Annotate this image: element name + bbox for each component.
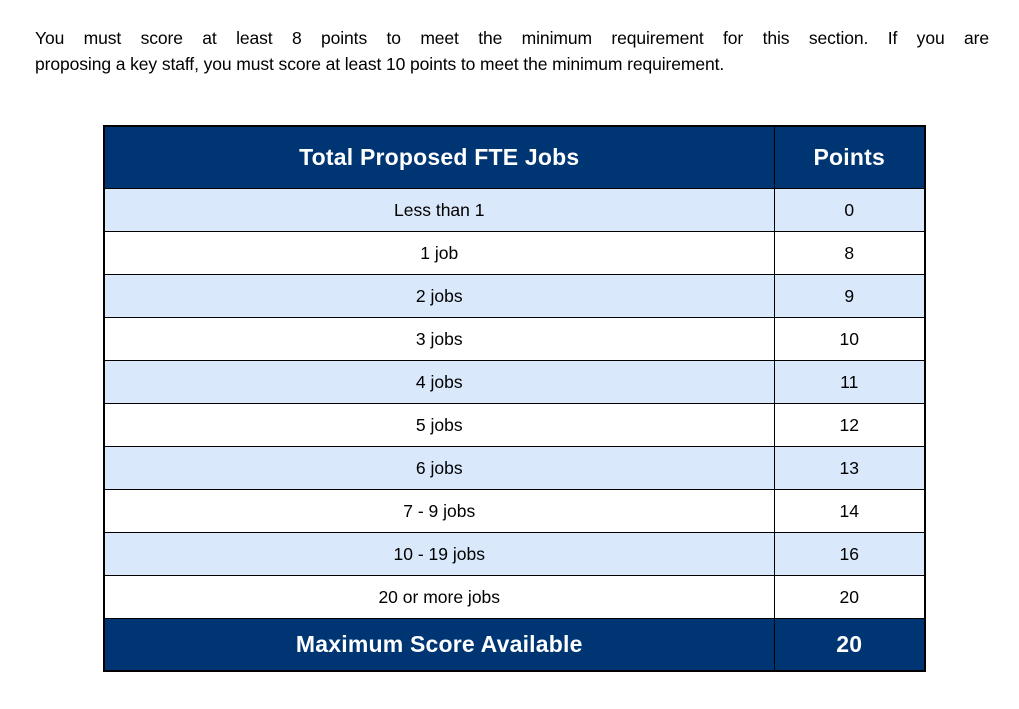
table-footer: Maximum Score Available 20 bbox=[103, 618, 926, 672]
points-cell: 16 bbox=[773, 532, 926, 576]
requirements-line-1: You must score at least 8 points to meet… bbox=[35, 28, 989, 48]
table-row: Less than 1 0 bbox=[103, 188, 926, 232]
jobs-cell: 5 jobs bbox=[103, 403, 775, 447]
jobs-cell: 4 jobs bbox=[103, 360, 775, 404]
points-cell: 12 bbox=[773, 403, 926, 447]
jobs-cell: 6 jobs bbox=[103, 446, 775, 490]
table-row: 1 job 8 bbox=[103, 231, 926, 275]
requirements-line-2: proposing a key staff, you must score at… bbox=[35, 54, 725, 74]
header-points-column: Points bbox=[773, 125, 926, 189]
jobs-cell: 3 jobs bbox=[103, 317, 775, 361]
table-row: 2 jobs 9 bbox=[103, 274, 926, 318]
jobs-cell: Less than 1 bbox=[103, 188, 775, 232]
jobs-cell: 2 jobs bbox=[103, 274, 775, 318]
header-jobs-column: Total Proposed FTE Jobs bbox=[103, 125, 775, 189]
table-row: 20 or more jobs 20 bbox=[103, 575, 926, 619]
table-row: 6 jobs 13 bbox=[103, 446, 926, 490]
points-cell: 0 bbox=[773, 188, 926, 232]
jobs-cell: 20 or more jobs bbox=[103, 575, 775, 619]
table-row: 3 jobs 10 bbox=[103, 317, 926, 361]
max-score-label: Maximum Score Available bbox=[103, 618, 775, 672]
table-header: Total Proposed FTE Jobs Points bbox=[103, 125, 926, 189]
points-cell: 13 bbox=[773, 446, 926, 490]
table-row: 7 - 9 jobs 14 bbox=[103, 489, 926, 533]
requirements-paragraph: You must score at least 8 points to meet… bbox=[35, 25, 989, 77]
max-score-value: 20 bbox=[773, 618, 926, 672]
points-cell: 11 bbox=[773, 360, 926, 404]
points-cell: 14 bbox=[773, 489, 926, 533]
jobs-cell: 1 job bbox=[103, 231, 775, 275]
points-cell: 9 bbox=[773, 274, 926, 318]
jobs-cell: 10 - 19 jobs bbox=[103, 532, 775, 576]
fte-jobs-scoring-table: Total Proposed FTE Jobs Points Less than… bbox=[103, 125, 926, 672]
footer-row: Maximum Score Available 20 bbox=[103, 618, 926, 672]
jobs-cell: 7 - 9 jobs bbox=[103, 489, 775, 533]
table-row: 5 jobs 12 bbox=[103, 403, 926, 447]
header-row: Total Proposed FTE Jobs Points bbox=[103, 125, 926, 189]
points-cell: 20 bbox=[773, 575, 926, 619]
table-body: Less than 1 0 1 job 8 2 jobs 9 3 jobs 10… bbox=[103, 188, 926, 619]
table-row: 10 - 19 jobs 16 bbox=[103, 532, 926, 576]
points-cell: 10 bbox=[773, 317, 926, 361]
table-row: 4 jobs 11 bbox=[103, 360, 926, 404]
points-cell: 8 bbox=[773, 231, 926, 275]
